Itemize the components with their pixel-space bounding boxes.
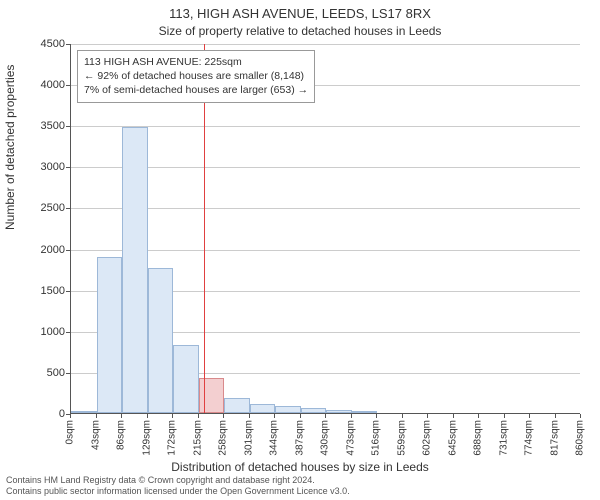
histogram-bar: [326, 410, 352, 413]
xtick-mark: [325, 414, 326, 418]
ytick-label: 3000: [25, 161, 65, 173]
ytick-label: 4500: [25, 38, 65, 50]
xtick-mark: [172, 414, 173, 418]
ytick-mark: [66, 44, 70, 45]
plot-area: 113 HIGH ASH AVENUE: 225sqm ← 92% of det…: [70, 44, 580, 414]
histogram-bar: [250, 404, 276, 413]
x-axis-label: Distribution of detached houses by size …: [0, 460, 600, 474]
xtick-label: 731sqm: [498, 420, 509, 456]
ytick-mark: [66, 208, 70, 209]
histogram-bar: [122, 127, 148, 413]
xtick-label: 688sqm: [473, 420, 484, 456]
ytick-label: 2000: [25, 244, 65, 256]
ytick-mark: [66, 250, 70, 251]
xtick-label: 86sqm: [116, 420, 127, 450]
ytick-mark: [66, 85, 70, 86]
xtick-mark: [402, 414, 403, 418]
xtick-mark: [147, 414, 148, 418]
chart-subtitle: Size of property relative to detached ho…: [0, 24, 600, 38]
xtick-label: 301sqm: [243, 420, 254, 456]
ytick-label: 2500: [25, 202, 65, 214]
histogram-bar: [301, 408, 327, 413]
histogram-bar: [224, 398, 250, 413]
chart-title: 113, HIGH ASH AVENUE, LEEDS, LS17 8RX: [0, 6, 600, 21]
histogram-bar: [97, 257, 123, 413]
xtick-label: 344sqm: [269, 420, 280, 456]
xtick-label: 129sqm: [141, 420, 152, 456]
legend-line-2: ← 92% of detached houses are smaller (8,…: [84, 69, 308, 83]
ytick-label: 4000: [25, 79, 65, 91]
ytick-label: 1000: [25, 326, 65, 338]
xtick-mark: [376, 414, 377, 418]
xtick-mark: [504, 414, 505, 418]
xtick-label: 645sqm: [447, 420, 458, 456]
ytick-mark: [66, 373, 70, 374]
ytick-mark: [66, 291, 70, 292]
xtick-label: 473sqm: [345, 420, 356, 456]
histogram-bar: [352, 411, 378, 413]
xtick-label: 516sqm: [371, 420, 382, 456]
xtick-label: 172sqm: [167, 420, 178, 456]
xtick-mark: [300, 414, 301, 418]
xtick-label: 559sqm: [396, 420, 407, 456]
xtick-label: 43sqm: [90, 420, 101, 450]
ytick-mark: [66, 332, 70, 333]
xtick-mark: [453, 414, 454, 418]
histogram-bar: [199, 378, 225, 413]
ytick-label: 0: [25, 408, 65, 420]
legend-line-3: 7% of semi-detached houses are larger (6…: [84, 83, 308, 97]
legend-line-1: 113 HIGH ASH AVENUE: 225sqm: [84, 55, 308, 69]
ytick-label: 3500: [25, 120, 65, 132]
ytick-mark: [66, 126, 70, 127]
histogram-bar: [148, 268, 174, 413]
xtick-label: 774sqm: [524, 420, 535, 456]
xtick-mark: [478, 414, 479, 418]
xtick-mark: [70, 414, 71, 418]
xtick-label: 860sqm: [575, 420, 586, 456]
xtick-mark: [96, 414, 97, 418]
xtick-label: 602sqm: [422, 420, 433, 456]
xtick-mark: [555, 414, 556, 418]
xtick-label: 258sqm: [218, 420, 229, 456]
xtick-label: 0sqm: [65, 420, 76, 444]
ytick-mark: [66, 167, 70, 168]
xtick-label: 215sqm: [192, 420, 203, 456]
histogram-bar: [275, 406, 301, 413]
legend-box: 113 HIGH ASH AVENUE: 225sqm ← 92% of det…: [77, 50, 315, 103]
xtick-mark: [249, 414, 250, 418]
xtick-mark: [223, 414, 224, 418]
footer-line-2: Contains public sector information licen…: [6, 486, 350, 497]
xtick-mark: [427, 414, 428, 418]
xtick-label: 387sqm: [294, 420, 305, 456]
xtick-mark: [274, 414, 275, 418]
xtick-label: 817sqm: [549, 420, 560, 456]
y-axis-label: Number of detached properties: [3, 65, 17, 230]
xtick-mark: [529, 414, 530, 418]
footer: Contains HM Land Registry data © Crown c…: [6, 475, 350, 497]
ytick-label: 1500: [25, 285, 65, 297]
xtick-mark: [198, 414, 199, 418]
xtick-label: 430sqm: [320, 420, 331, 456]
xtick-mark: [351, 414, 352, 418]
xtick-mark: [580, 414, 581, 418]
histogram-bar: [71, 411, 97, 413]
footer-line-1: Contains HM Land Registry data © Crown c…: [6, 475, 350, 486]
histogram-bar: [173, 345, 199, 413]
chart-container: 113, HIGH ASH AVENUE, LEEDS, LS17 8RX Si…: [0, 0, 600, 500]
xtick-mark: [121, 414, 122, 418]
ytick-label: 500: [25, 367, 65, 379]
gridline: [71, 44, 580, 45]
